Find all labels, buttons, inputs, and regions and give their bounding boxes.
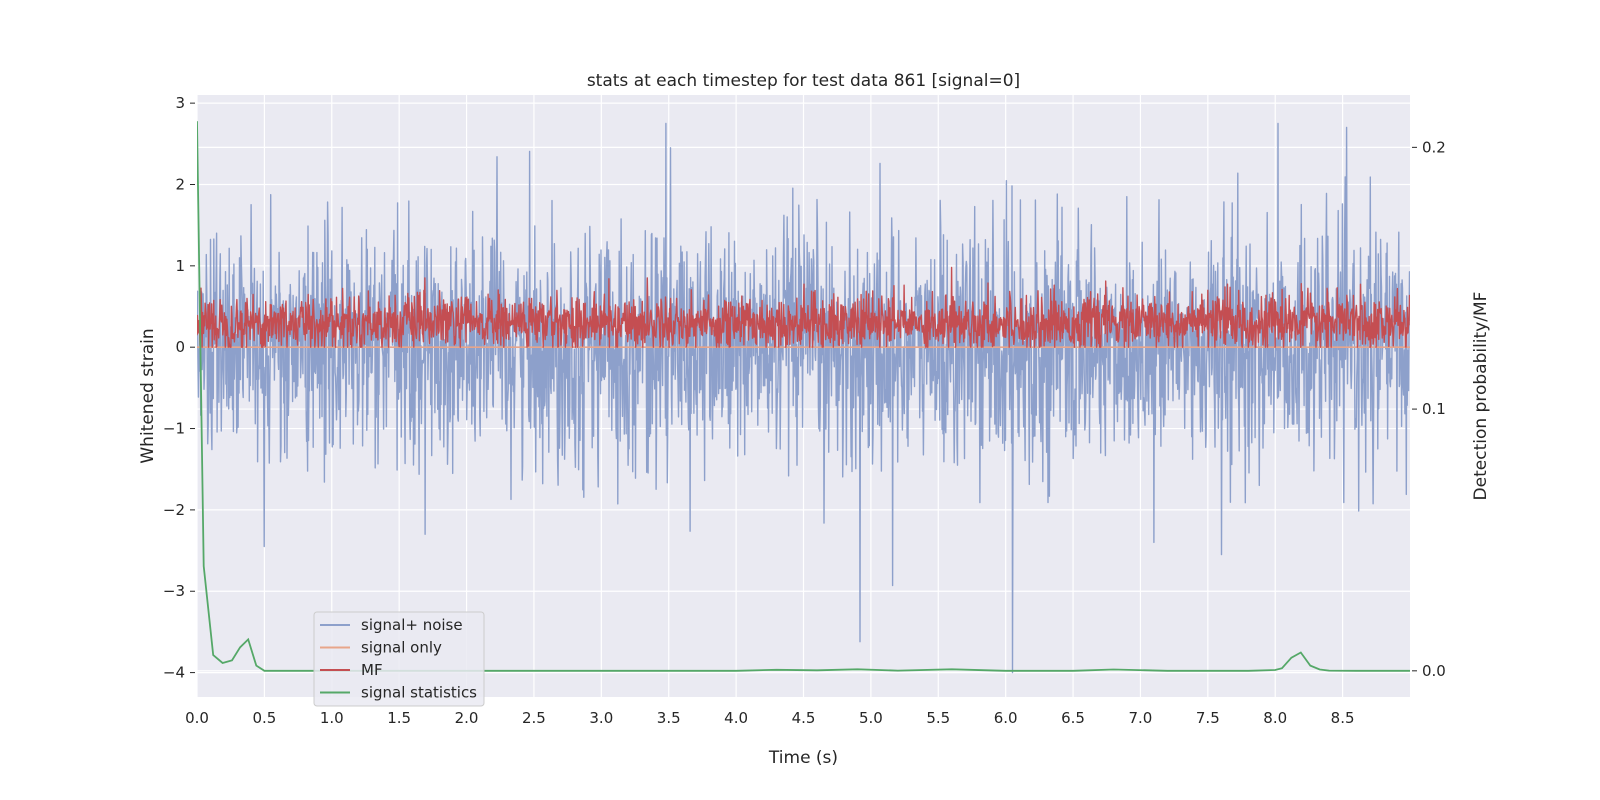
y-right-tick-label: 0.2	[1422, 138, 1446, 156]
y-tick-label: −4	[163, 664, 185, 682]
legend: signal+ noise signal only MF signal statist…	[313, 611, 485, 707]
y-right-axis-label: Detection probability/MF	[1471, 292, 1491, 501]
x-tick-label: 0.0	[185, 709, 209, 727]
x-tick-label: 2.5	[522, 709, 546, 727]
y-tick-label: 0	[175, 338, 185, 356]
y-tick-label: 1	[175, 257, 185, 275]
y-tick-label: −3	[163, 582, 185, 600]
series-layer	[197, 121, 1410, 674]
legend-label: MF	[361, 661, 383, 679]
x-tick-label: 7.5	[1196, 709, 1220, 727]
x-tick-label: 7.0	[1129, 709, 1153, 727]
x-tick-label: 6.5	[1061, 709, 1085, 727]
x-tick-label: 1.0	[320, 709, 344, 727]
series-mf	[197, 266, 1410, 348]
series-signal-statistics	[197, 121, 1410, 672]
x-tick-label: 3.0	[589, 709, 613, 727]
x-tick-label: 4.5	[792, 709, 816, 727]
legend-box	[313, 611, 485, 707]
y-right-tick-label: 0.1	[1422, 400, 1446, 418]
x-tick-label: 1.5	[387, 709, 411, 727]
legend-label: signal only	[361, 639, 442, 657]
y-tick-label: −1	[163, 420, 185, 438]
x-tick-label: 8.0	[1263, 709, 1287, 727]
x-tick-label: 8.5	[1331, 709, 1355, 727]
x-tick-label: 5.5	[926, 709, 950, 727]
x-tick-label: 6.0	[994, 709, 1018, 727]
y-tick-label: 2	[175, 175, 185, 193]
y-right-axis-ticks: 0.2 0.1 0.0	[1412, 138, 1446, 680]
chart-title: stats at each timestep for test data 861…	[587, 71, 1020, 91]
x-tick-label: 5.0	[859, 709, 883, 727]
x-tick-label: 3.5	[657, 709, 681, 727]
x-axis-label: Time (s)	[768, 748, 838, 768]
y-axis-label: Whitened strain	[138, 328, 158, 463]
y-right-tick-label: 0.0	[1422, 662, 1446, 680]
x-tick-label: 4.0	[724, 709, 748, 727]
y-axis-ticks: 3 2 1 0 −1 −2 −3 −4	[163, 94, 195, 682]
legend-label: signal statistics	[361, 684, 477, 702]
legend-label: signal+ noise	[361, 616, 463, 634]
y-tick-label: −2	[163, 501, 185, 519]
x-axis-ticks: 0.0 0.5 1.0 1.5 2.0 2.5 3.0 3.5 4.0 4.5 5.0 5.5 6.0 6…	[185, 709, 1354, 727]
x-tick-label: 2.0	[455, 709, 479, 727]
y-tick-label: 3	[175, 94, 185, 112]
x-tick-label: 0.5	[252, 709, 276, 727]
